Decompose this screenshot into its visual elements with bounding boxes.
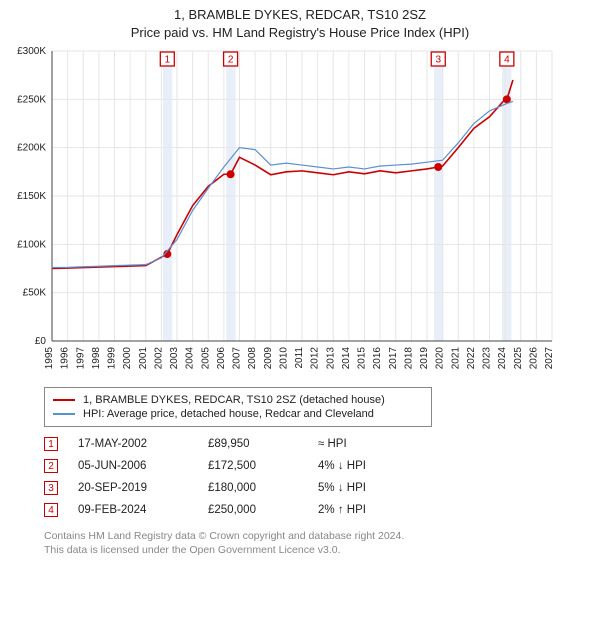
entry-hpi: 4% ↓ HPI [318, 460, 398, 472]
legend-item: HPI: Average price, detached house, Redc… [53, 408, 423, 420]
svg-text:2010: 2010 [278, 347, 289, 370]
svg-text:2020: 2020 [435, 347, 446, 370]
entry-marker: 1 [44, 437, 58, 451]
entry-date: 09-FEB-2024 [78, 504, 188, 516]
footer: Contains HM Land Registry data © Crown c… [44, 529, 600, 565]
entry-hpi: 2% ↑ HPI [318, 504, 398, 516]
svg-text:2013: 2013 [325, 347, 336, 370]
svg-text:2014: 2014 [341, 347, 352, 370]
svg-text:1996: 1996 [60, 347, 71, 370]
price-entries: 1 17-MAY-2002 £89,950 ≈ HPI 2 05-JUN-2006 £172… [44, 437, 600, 517]
svg-text:£250K: £250K [17, 94, 46, 105]
svg-text:2015: 2015 [357, 347, 368, 370]
svg-text:£150K: £150K [17, 191, 46, 202]
entry-date: 05-JUN-2006 [78, 460, 188, 472]
legend-swatch [53, 413, 75, 415]
svg-text:£0: £0 [35, 336, 47, 347]
entry-date: 20-SEP-2019 [78, 482, 188, 494]
price-entry: 4 09-FEB-2024 £250,000 2% ↑ HPI [44, 503, 600, 517]
svg-text:2025: 2025 [513, 347, 524, 370]
svg-text:2021: 2021 [450, 347, 461, 370]
footer-line-1: Contains HM Land Registry data © Crown c… [44, 529, 600, 543]
svg-text:2018: 2018 [403, 347, 414, 370]
svg-text:2017: 2017 [388, 347, 399, 370]
svg-text:2003: 2003 [169, 347, 180, 370]
svg-text:2000: 2000 [122, 347, 133, 370]
svg-text:£300K: £300K [17, 46, 46, 57]
entry-marker: 2 [44, 459, 58, 473]
svg-text:2006: 2006 [216, 347, 227, 370]
svg-text:4: 4 [504, 55, 510, 66]
svg-text:2004: 2004 [185, 347, 196, 370]
svg-text:2008: 2008 [247, 347, 258, 370]
entry-date: 17-MAY-2002 [78, 438, 188, 450]
price-entry: 3 20-SEP-2019 £180,000 5% ↓ HPI [44, 481, 600, 495]
entry-marker: 4 [44, 503, 58, 517]
svg-text:£200K: £200K [17, 143, 46, 154]
title-line-1: 1, BRAMBLE DYKES, REDCAR, TS10 2SZ [0, 6, 600, 24]
svg-text:2005: 2005 [200, 347, 211, 370]
legend-item: 1, BRAMBLE DYKES, REDCAR, TS10 2SZ (deta… [53, 394, 423, 406]
entry-price: £250,000 [208, 504, 298, 516]
svg-text:2012: 2012 [310, 347, 321, 370]
legend-label: 1, BRAMBLE DYKES, REDCAR, TS10 2SZ (deta… [83, 394, 385, 406]
title-line-2: Price paid vs. HM Land Registry's House … [0, 24, 600, 42]
svg-text:2011: 2011 [294, 347, 305, 369]
svg-text:2009: 2009 [263, 347, 274, 370]
svg-text:2002: 2002 [153, 347, 164, 370]
entry-price: £172,500 [208, 460, 298, 472]
svg-text:£100K: £100K [17, 239, 46, 250]
svg-text:3: 3 [435, 55, 441, 66]
svg-text:1995: 1995 [44, 347, 55, 370]
svg-text:2016: 2016 [372, 347, 383, 370]
entry-hpi: 5% ↓ HPI [318, 482, 398, 494]
entry-hpi: ≈ HPI [318, 438, 398, 450]
svg-text:1998: 1998 [91, 347, 102, 370]
root: 1, BRAMBLE DYKES, REDCAR, TS10 2SZ Price… [0, 0, 600, 565]
legend-label: HPI: Average price, detached house, Redc… [83, 408, 374, 420]
svg-text:2007: 2007 [232, 347, 243, 370]
svg-text:2024: 2024 [497, 347, 508, 370]
svg-text:2001: 2001 [138, 347, 149, 370]
svg-text:2023: 2023 [482, 347, 493, 370]
price-entry: 1 17-MAY-2002 £89,950 ≈ HPI [44, 437, 600, 451]
chart: £0 £50K £100K £150K £200K £250K £300K 1995 1996 1… [0, 41, 600, 381]
svg-text:2027: 2027 [544, 347, 555, 370]
svg-text:2022: 2022 [466, 347, 477, 370]
legend-swatch [53, 399, 75, 401]
price-entry: 2 05-JUN-2006 £172,500 4% ↓ HPI [44, 459, 600, 473]
svg-text:1999: 1999 [107, 347, 118, 370]
chart-titles: 1, BRAMBLE DYKES, REDCAR, TS10 2SZ Price… [0, 0, 600, 41]
svg-text:2019: 2019 [419, 347, 430, 370]
svg-text:2026: 2026 [528, 347, 539, 370]
entry-price: £89,950 [208, 438, 298, 450]
legend: 1, BRAMBLE DYKES, REDCAR, TS10 2SZ (deta… [44, 387, 432, 427]
entry-marker: 3 [44, 481, 58, 495]
entry-price: £180,000 [208, 482, 298, 494]
footer-line-2: This data is licensed under the Open Gov… [44, 543, 600, 557]
chart-svg: £0 £50K £100K £150K £200K £250K £300K 1995 1996 1… [0, 41, 560, 381]
svg-text:2: 2 [228, 55, 234, 66]
svg-text:£50K: £50K [23, 288, 47, 299]
svg-text:1: 1 [165, 55, 171, 66]
svg-text:1997: 1997 [75, 347, 86, 370]
